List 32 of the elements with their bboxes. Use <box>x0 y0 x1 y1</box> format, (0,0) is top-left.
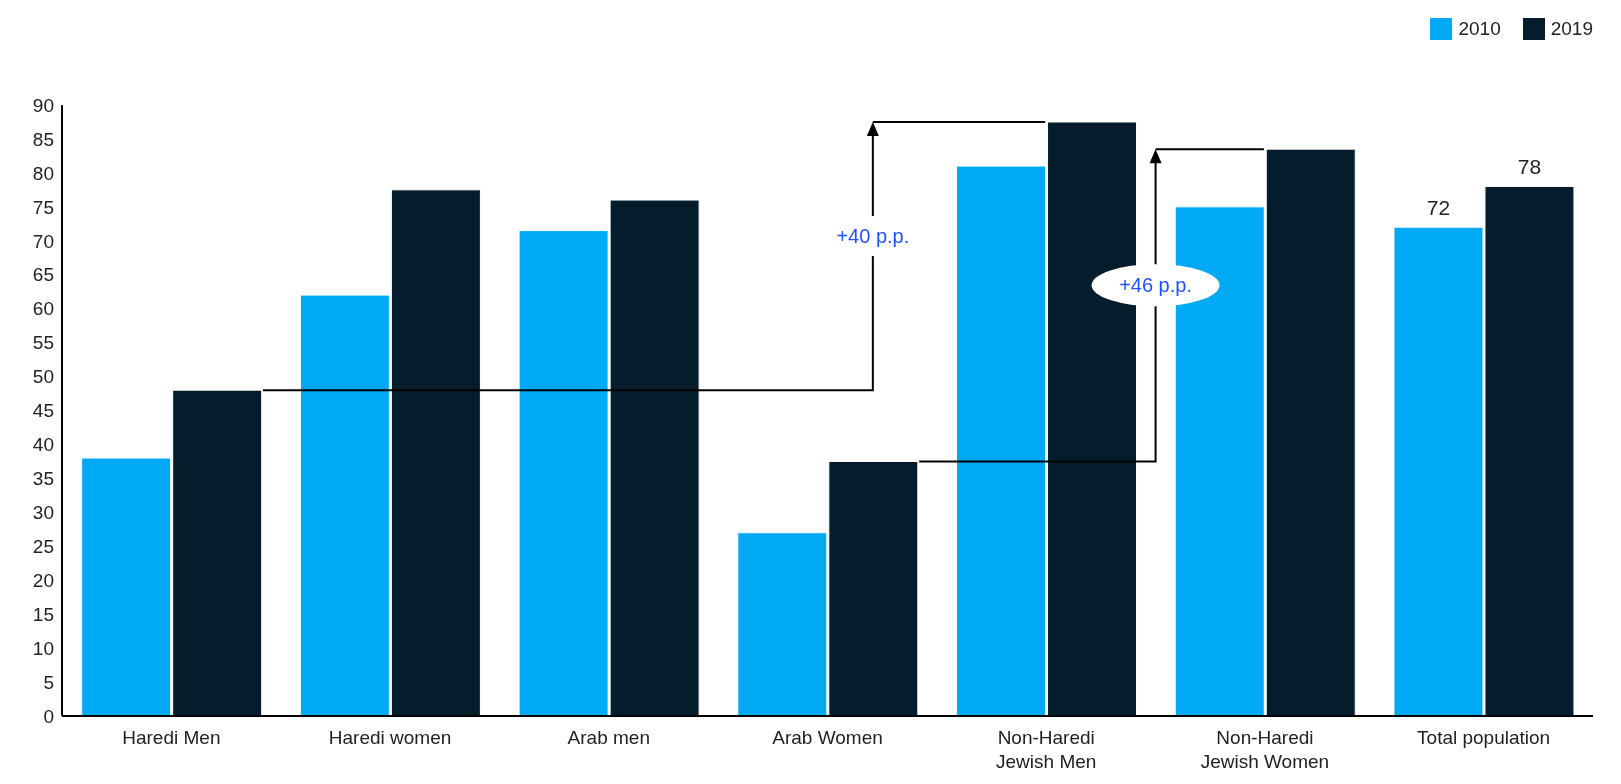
data-label: 72 <box>1426 196 1451 220</box>
y-tick-label: 50 <box>32 366 54 388</box>
y-tick-label: 70 <box>32 230 54 252</box>
y-tick-label: 45 <box>32 400 54 422</box>
y-tick-label: 85 <box>32 128 54 150</box>
x-tick-label: Haredi Men <box>122 727 221 748</box>
x-tick-label: Non-Haredi Jewish Women <box>1200 727 1330 772</box>
legend-label: 2019 <box>1550 18 1593 40</box>
y-tick-label: 80 <box>32 162 54 184</box>
y-tick-label: 35 <box>32 468 54 490</box>
annotation: +40 p.p. <box>836 225 910 248</box>
x-tick-label: Haredi women <box>328 727 452 748</box>
annotation: +46 p.p. <box>1119 274 1192 297</box>
x-tick-label: Arab men <box>567 727 650 748</box>
y-tick-label: 65 <box>32 264 54 286</box>
y-tick-label: 30 <box>32 502 54 524</box>
y-tick-label: 90 <box>32 94 54 116</box>
legend-label: 2010 <box>1458 18 1501 40</box>
x-tick-label: Arab Women <box>772 727 883 748</box>
x-tick-label: Non-Haredi Jewish Men <box>996 727 1097 772</box>
data-label: 78 <box>1517 155 1542 179</box>
y-tick-label: 0 <box>43 705 54 727</box>
y-tick-label: 75 <box>32 196 54 218</box>
y-tick-label: 55 <box>32 332 54 354</box>
y-tick-label: 5 <box>43 671 54 693</box>
y-tick-label: 60 <box>32 298 54 320</box>
y-tick-label: 40 <box>32 434 54 456</box>
y-tick-label: 20 <box>32 569 54 591</box>
x-tick-label: Total population <box>1417 727 1551 748</box>
y-tick-label: 15 <box>32 603 54 625</box>
y-tick-label: 10 <box>32 637 54 659</box>
y-tick-label: 25 <box>32 536 54 558</box>
